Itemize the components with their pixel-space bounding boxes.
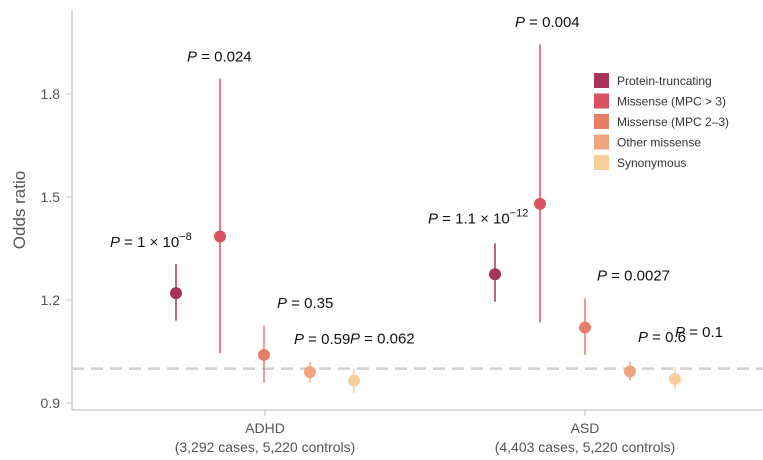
legend-label: Synonymous [617,156,686,170]
y-tick-label: 1.5 [41,189,61,205]
x-group-subtitle: (3,292 cases, 5,220 controls) [175,439,356,455]
point-marker [489,268,501,281]
legend-swatch [594,155,609,170]
p-value-label: P = 0.59 [294,331,350,348]
point-marker [624,365,636,378]
p-value-label: P = 0.1 [675,324,723,341]
point-marker [669,372,681,385]
p-value-labels: P = 1 × 10−8 P = 1.1 × 10−12 P = 0.024 P = … [110,14,723,348]
y-tick-label: 0.9 [41,395,61,411]
p-value-label: P = 0.062 [350,331,415,348]
legend-label: Missense (MPC > 3) [617,95,726,109]
legend-label: Other missense [617,136,701,150]
legend-swatch [594,134,609,150]
p-value-label: P = 0.004 [515,14,580,31]
point-marker [258,348,270,361]
p-value-label: P = 0.0027 [597,267,670,284]
x-group-label: ASD [571,420,600,436]
point-marker [579,321,591,334]
p-value-label: P = 0.35 [277,295,333,312]
y-tick-label: 1.2 [41,292,61,308]
legend-label: Missense (MPC 2–3) [617,115,729,129]
x-group-label: ADHD [245,420,285,436]
point-marker [304,366,316,379]
y-tick-label: 1.8 [41,86,61,102]
p-value-label: P = 1 × 10−8 [110,231,192,251]
axes: 0.9 1.2 1.5 1.8 Odds ratio ADHD (3,292 cases, … [10,10,763,455]
legend-swatch [594,73,609,88]
y-axis-title: Odds ratio [10,171,29,249]
x-group-subtitle: (4,403 cases, 5,220 controls) [495,439,676,455]
point-marker [170,287,182,300]
point-marker [348,374,360,387]
p-value-label: P = 0.024 [187,49,252,66]
legend-swatch [594,93,609,109]
p-value-label: P = 1.1 × 10−12 [428,207,528,227]
legend-swatch [594,114,609,129]
legend: Protein-truncating Missense (MPC > 3) Miss… [594,73,729,170]
point-marker [534,197,546,210]
p-value-label: P = 0.6 [638,329,686,346]
data-layer [170,44,681,393]
point-marker [214,230,226,243]
legend-label: Protein-truncating [617,74,712,88]
